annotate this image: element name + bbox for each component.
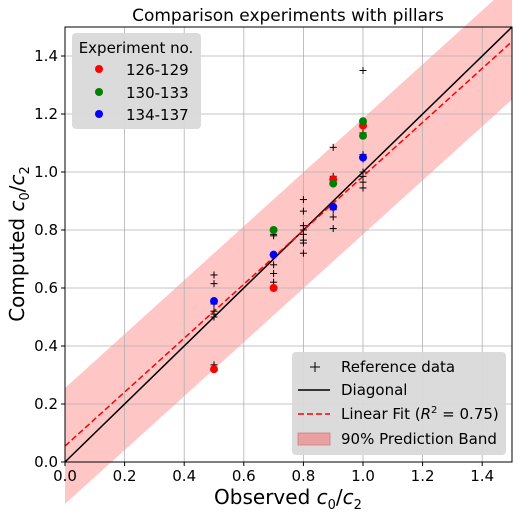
y-axis-title-main: Computed xyxy=(5,212,29,322)
legend-label-fit: Linear Fit (R2 = 0.75) xyxy=(341,405,499,423)
experiment-point-130-133 xyxy=(359,131,367,140)
line-legend: Reference data Diagonal Linear Fit (R2 =… xyxy=(292,352,506,455)
legend-fit-prefix: Linear Fit ( xyxy=(341,405,421,423)
reference-point xyxy=(329,213,337,221)
x-tick-label: 1.0 xyxy=(351,467,375,485)
legend-label-band: 90% Prediction Band xyxy=(341,430,497,448)
y-axis-title-var-a: c xyxy=(5,201,29,212)
y-axis-title-slash: / xyxy=(5,185,29,192)
experiment-point-126-129 xyxy=(269,284,278,292)
legend-fit-var: R xyxy=(421,405,431,423)
experiment-point-134-137 xyxy=(359,153,367,162)
reference-point xyxy=(210,313,218,321)
reference-point xyxy=(329,143,337,151)
y-tick-label: 0.8 xyxy=(34,221,58,239)
reference-point xyxy=(299,249,307,257)
legend-label-reference: Reference data xyxy=(341,358,455,376)
legend-label-130-133: 130-133 xyxy=(126,84,189,102)
legend-label-134-137: 134-137 xyxy=(126,106,189,124)
reference-point xyxy=(210,271,218,279)
experiment-legend-title: Experiment no. xyxy=(79,39,194,57)
x-axis-ticks: 0.0 0.2 0.4 0.6 0.8 1.0 1.2 1.4 xyxy=(53,462,494,485)
legend-band-swatch xyxy=(297,432,331,446)
x-tick-label: 0.6 xyxy=(232,467,256,485)
y-tick-label: 1.0 xyxy=(34,163,58,181)
x-tick-label: 0.8 xyxy=(291,467,315,485)
y-axis-title-var-b: c xyxy=(5,174,29,185)
chart-title: Comparison experiments with pillars xyxy=(132,6,444,26)
experiment-point-134-137 xyxy=(269,250,278,259)
legend-marker-red xyxy=(95,65,103,73)
line-legend-box xyxy=(292,352,506,455)
legend-label-126-129: 126-129 xyxy=(126,61,189,79)
experiment-point-134-137 xyxy=(329,202,338,211)
x-tick-label: 1.4 xyxy=(470,467,494,485)
reference-point xyxy=(210,280,218,288)
x-tick-label: 1.2 xyxy=(411,467,435,485)
x-axis-title-var-a: c xyxy=(317,485,328,509)
experiment-series xyxy=(210,117,367,374)
experiment-legend-box xyxy=(72,33,201,129)
experiment-point-126-129 xyxy=(210,365,218,374)
x-tick-label: 0.2 xyxy=(113,467,137,485)
x-axis-title-sub-b: 2 xyxy=(354,498,362,513)
experiment-point-130-133 xyxy=(329,179,338,188)
experiment-point-130-133 xyxy=(269,226,278,234)
legend-fit-suffix: = 0.75) xyxy=(437,405,498,423)
x-axis-title-slash: / xyxy=(336,485,343,509)
reference-point xyxy=(299,226,307,234)
y-tick-label: 1.2 xyxy=(34,105,58,123)
y-tick-label: 0.6 xyxy=(34,279,58,297)
experiment-point-130-133 xyxy=(359,117,367,126)
y-axis-title-sub-b: 2 xyxy=(18,166,33,174)
x-axis-title-var-b: c xyxy=(343,485,354,509)
y-tick-label: 1.4 xyxy=(34,47,58,65)
legend-reference-marker xyxy=(310,362,320,372)
y-tick-label: 0.2 xyxy=(34,395,58,413)
y-tick-label: 0.4 xyxy=(34,337,58,355)
reference-point xyxy=(299,207,307,215)
experiment-point-134-137 xyxy=(210,297,218,306)
reference-point xyxy=(329,225,337,233)
x-axis-title-sub-a: 0 xyxy=(328,498,336,513)
x-tick-label: 0.4 xyxy=(172,467,196,485)
x-tick-label: 0.0 xyxy=(53,467,77,485)
reference-point xyxy=(270,270,278,277)
linear-fit-line xyxy=(64,40,513,447)
legend-marker-green xyxy=(95,88,103,96)
reference-point xyxy=(359,184,367,192)
reference-point xyxy=(299,239,307,247)
reference-point xyxy=(299,196,307,204)
plot-frame xyxy=(64,26,513,463)
y-axis-title-sub-a: 0 xyxy=(18,192,33,200)
prediction-band xyxy=(65,0,512,505)
y-axis-ticks: 0.0 0.2 0.4 0.6 0.8 1.0 1.2 1.4 xyxy=(34,47,65,471)
legend-fit-sup: 2 xyxy=(431,405,437,416)
y-axis-title: Computed c0/c2 xyxy=(5,166,33,322)
x-axis-title-main: Observed xyxy=(214,485,317,509)
experiment-legend: Experiment no. 126-129 130-133 134-137 xyxy=(72,33,201,129)
y-tick-label: 0.0 xyxy=(34,453,58,471)
legend-marker-blue xyxy=(95,110,103,118)
reference-point xyxy=(359,67,367,74)
x-axis-title: Observed c0/c2 xyxy=(214,485,362,513)
legend-label-diagonal: Diagonal xyxy=(341,381,407,399)
reference-point xyxy=(270,261,278,269)
